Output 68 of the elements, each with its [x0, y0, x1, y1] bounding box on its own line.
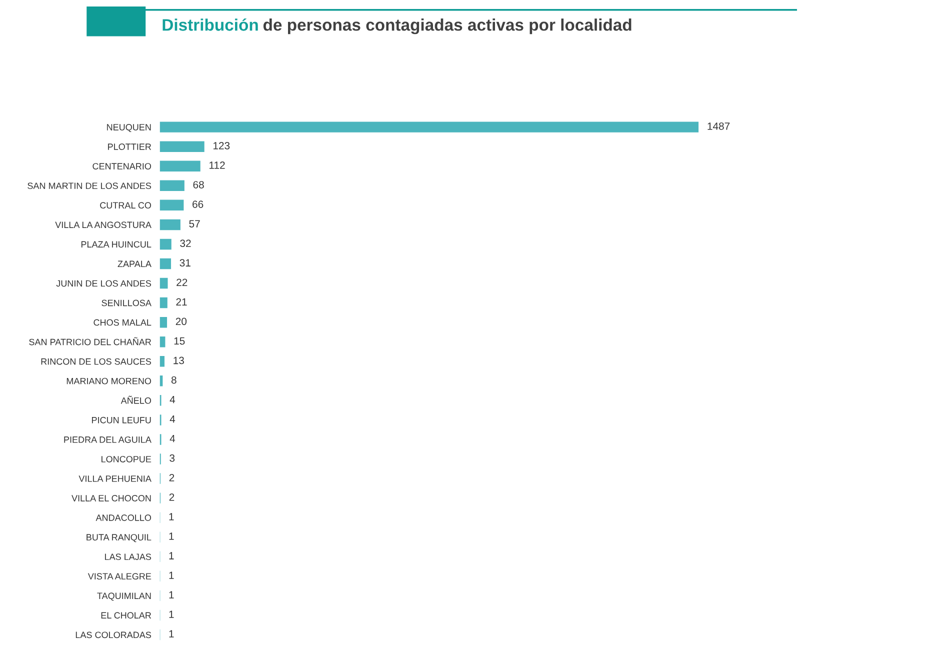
bar — [160, 336, 166, 348]
y-tick-label: EL CHOLAR — [101, 612, 152, 619]
data-label: 57 — [189, 220, 200, 228]
y-tick-label: VILLA LA ANGOSTURA — [55, 222, 152, 228]
data-label: 1 — [169, 610, 174, 618]
y-tick-label: ZAPALA — [118, 260, 152, 268]
data-label: 1 — [169, 513, 174, 520]
y-tick-label: LAS LAJAS — [105, 554, 152, 560]
data-label: 13 — [174, 356, 184, 364]
y-tick-label: VILLA EL CHOCON — [72, 495, 151, 502]
y-tick-label: CUTRAL CO — [100, 202, 152, 209]
y-tick-label: NEUQUEN — [107, 124, 151, 132]
y-tick-label: PIEDRA DEL AGUILA — [64, 436, 152, 443]
y-tick-label: TAQUIMILAN — [97, 592, 151, 601]
y-tick-label: PICUN LEUFU — [92, 416, 151, 424]
data-label: 1 — [169, 552, 174, 560]
data-label: 8 — [171, 376, 176, 384]
data-label: 68 — [193, 181, 204, 188]
bar — [160, 180, 184, 192]
data-label: 2 — [169, 493, 174, 501]
y-tick-label: BUTA RANQUIL — [86, 534, 152, 542]
data-label: 4 — [170, 396, 176, 404]
data-label: 123 — [213, 142, 230, 150]
y-tick-label: AÑELO — [120, 396, 152, 404]
y-tick-label: ANDACOLLO — [96, 514, 152, 521]
data-label: 1 — [169, 532, 174, 540]
chart-title: Distribución de personas contagiadas activas por localidad — [162, 18, 632, 34]
y-tick-label: VISTA ALEGRE — [88, 573, 152, 580]
y-tick-label: RINCON DE LOS SAUCES — [41, 358, 152, 365]
data-label: 4 — [170, 415, 176, 423]
data-label: 66 — [192, 200, 204, 208]
bar — [160, 238, 172, 250]
data-label: 2 — [169, 474, 174, 482]
y-tick-label: JUNIN DE LOS ANDES — [56, 280, 152, 287]
bar — [160, 219, 180, 230]
data-label: 22 — [176, 278, 188, 286]
bar — [160, 160, 200, 172]
data-label: 31 — [180, 259, 190, 267]
data-label: 15 — [174, 337, 185, 345]
data-label: 1487 — [708, 122, 730, 130]
y-tick-label: CHOS MALAL — [94, 319, 152, 326]
bar — [160, 297, 168, 308]
data-label: 20 — [176, 318, 187, 326]
y-tick-label: SAN MARTIN DE LOS ANDES — [28, 182, 152, 190]
bar — [160, 141, 204, 152]
data-label: 112 — [210, 162, 225, 169]
y-tick-label: LAS COLORADAS — [76, 632, 152, 638]
y-tick-label: CENTENARIO — [92, 163, 152, 170]
bar — [160, 278, 168, 289]
y-tick-label: VILLA PEHUENIA — [78, 476, 152, 482]
data-label: 1 — [169, 630, 174, 638]
bar — [160, 200, 184, 211]
data-label: 3 — [170, 454, 175, 462]
bar — [160, 258, 172, 270]
data-label: 1 — [169, 591, 174, 598]
y-tick-label: SENILLOSA — [102, 300, 152, 306]
bar — [160, 316, 168, 328]
data-label: 1 — [169, 572, 174, 579]
y-tick-label: SAN PATRICIO DEL CHAÑAR — [29, 337, 152, 346]
y-tick-label: PLAZA HUINCUL — [81, 241, 152, 248]
y-tick-label: MARIANO MORENO — [66, 378, 152, 384]
y-tick-label: LONCOPUE — [102, 456, 152, 462]
data-label: 32 — [180, 240, 191, 248]
bar — [160, 356, 164, 367]
data-label: 4 — [170, 435, 176, 442]
y-tick-label: PLOTTIER — [108, 144, 152, 150]
bar — [160, 122, 699, 132]
data-label: 21 — [176, 298, 187, 306]
